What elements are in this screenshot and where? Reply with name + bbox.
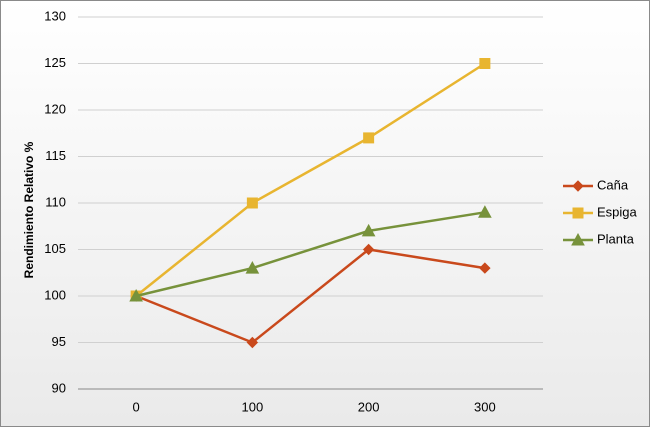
legend-marker (572, 207, 584, 219)
legend-marker (571, 232, 585, 246)
y-tick-label: 105 (44, 241, 66, 256)
legend-label: Planta (597, 231, 635, 246)
marker (362, 243, 375, 256)
marker (129, 288, 143, 302)
marker (363, 132, 375, 144)
legend-label: Espiga (597, 204, 638, 219)
y-tick-label: 110 (45, 194, 66, 209)
marker (361, 223, 376, 237)
x-tick-label: 0 (133, 399, 140, 414)
y-tick-label: 95 (52, 334, 66, 349)
y-tick-label: 90 (52, 380, 66, 395)
series-line (135, 248, 486, 344)
marker (246, 336, 259, 349)
marker (245, 261, 260, 274)
marker (478, 205, 492, 218)
legend-label: Caña (597, 177, 629, 192)
series-line (135, 62, 486, 297)
marker (479, 58, 491, 69)
y-tick-label: 120 (44, 101, 66, 116)
x-tick-label: 300 (474, 399, 496, 414)
y-tick-label: 125 (44, 55, 66, 70)
y-tick-label: 115 (45, 148, 66, 163)
y-axis-label: Rendimiento Relativo % (22, 141, 36, 278)
y-tick-label: 100 (44, 287, 66, 302)
x-tick-label: 200 (358, 399, 380, 414)
marker (479, 262, 491, 274)
y-tick-label: 130 (44, 8, 66, 23)
x-tick-label: 100 (242, 399, 264, 414)
marker (246, 197, 258, 209)
series-line (135, 211, 486, 298)
legend-marker (572, 180, 584, 192)
